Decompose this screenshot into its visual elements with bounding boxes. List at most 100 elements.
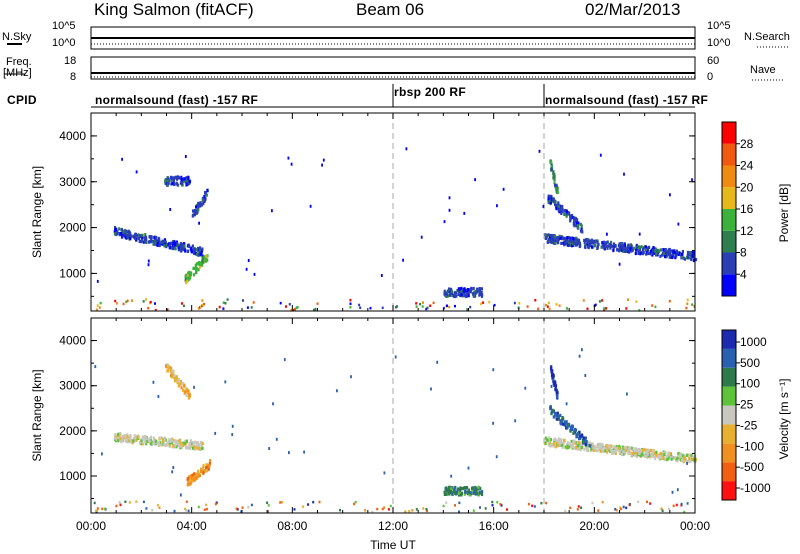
data-cell — [655, 450, 658, 454]
data-cell — [155, 241, 158, 245]
data-cell — [553, 444, 556, 448]
data-cell — [448, 305, 451, 309]
data-cell — [312, 500, 315, 504]
data-cell — [171, 246, 174, 250]
data-cell — [448, 196, 451, 200]
data-cell — [190, 479, 193, 483]
data-cell — [192, 251, 196, 255]
data-cell — [630, 244, 633, 248]
data-cell — [150, 435, 153, 439]
data-cell — [135, 170, 138, 174]
data-cell — [595, 448, 598, 452]
colorbar-tick-label: 100 — [740, 377, 760, 391]
data-cell — [134, 236, 137, 240]
data-cell — [564, 509, 567, 513]
data-cell — [184, 278, 187, 283]
data-cell — [192, 273, 196, 277]
nsearch-label: N.Search — [744, 31, 790, 43]
data-cell — [575, 224, 578, 228]
data-cell — [245, 267, 248, 271]
data-cell — [161, 239, 164, 243]
data-cell — [186, 273, 189, 278]
data-cell — [191, 473, 194, 477]
data-cell — [622, 248, 625, 252]
data-cell — [170, 176, 173, 180]
data-cell — [537, 307, 540, 311]
data-cell — [570, 239, 573, 243]
data-cell — [186, 179, 189, 183]
nsearch-tick-top: 10^5 — [707, 20, 731, 32]
data-cell — [449, 489, 453, 493]
data-cell — [188, 394, 191, 398]
data-cell — [549, 201, 552, 205]
data-cell — [594, 303, 597, 307]
data-cell — [571, 445, 574, 449]
data-cell — [554, 387, 557, 392]
data-cell — [576, 226, 579, 230]
data-cell — [147, 306, 150, 310]
data-cell — [197, 202, 201, 206]
data-cell — [632, 452, 635, 456]
data-cell — [183, 242, 186, 246]
data-cell — [626, 246, 629, 250]
data-cell — [683, 457, 686, 461]
data-cell — [650, 249, 653, 253]
data-cell — [674, 456, 677, 460]
data-cell — [193, 445, 196, 449]
data-cell — [645, 252, 648, 256]
data-cell — [150, 235, 153, 239]
data-cell — [252, 301, 255, 304]
data-cell — [172, 444, 175, 448]
data-cell — [457, 287, 460, 291]
data-cell — [547, 194, 550, 198]
data-cell — [172, 439, 175, 443]
data-cell — [167, 181, 170, 185]
data-cell — [246, 306, 249, 309]
data-cell — [572, 217, 576, 221]
data-cell — [550, 160, 553, 164]
data-cell — [642, 248, 645, 252]
data-cell — [681, 252, 684, 256]
data-cell — [224, 302, 227, 305]
data-cell — [177, 379, 180, 383]
data-cell — [96, 507, 99, 510]
data-cell — [279, 301, 282, 305]
data-cell — [549, 405, 552, 409]
data-cell — [547, 233, 550, 237]
colorbar-cell — [722, 424, 736, 444]
data-cell — [271, 209, 273, 213]
data-cell — [124, 500, 127, 503]
data-cell — [598, 446, 601, 450]
data-cell — [177, 244, 180, 248]
data-cell — [187, 445, 190, 449]
data-cell — [188, 179, 191, 183]
data-cell — [178, 382, 181, 386]
data-cell — [549, 233, 552, 238]
data-cell — [202, 464, 205, 468]
data-cell — [178, 438, 181, 442]
data-cell — [550, 167, 553, 171]
colorbar-label: Power [dB] — [777, 184, 791, 243]
data-cell — [115, 227, 118, 231]
data-cell — [552, 442, 555, 446]
data-cell — [672, 504, 675, 508]
nave-tick-bottom: 0 — [707, 71, 714, 83]
data-cell — [191, 446, 194, 450]
colorbar-tick-label: -500 — [740, 460, 764, 474]
data-cell — [303, 450, 305, 454]
data-cell — [203, 508, 206, 511]
x-tick-label: 00:00 — [76, 519, 106, 533]
data-cell — [612, 242, 616, 246]
data-cell — [623, 172, 625, 176]
data-cell — [651, 449, 654, 453]
data-cell — [479, 506, 481, 509]
data-cell — [180, 493, 182, 497]
data-cell — [639, 453, 642, 458]
data-cell — [166, 179, 169, 183]
data-cell — [585, 440, 588, 444]
data-cell — [481, 490, 484, 494]
data-cell — [637, 500, 640, 504]
data-cell — [557, 437, 561, 441]
data-cell — [124, 235, 127, 239]
data-cell — [467, 488, 470, 492]
